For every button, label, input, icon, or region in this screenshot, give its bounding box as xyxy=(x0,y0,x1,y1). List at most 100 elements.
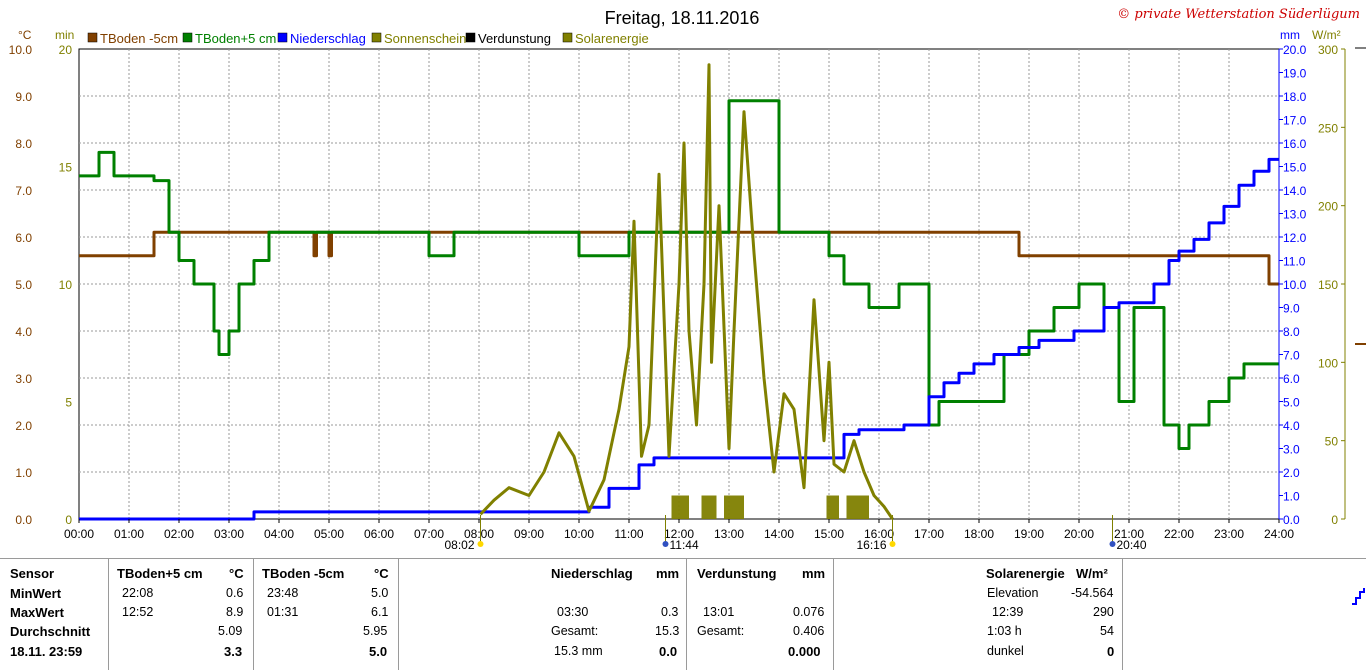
axis-unit-min: min xyxy=(55,28,74,42)
y-tick-label-degc: 0.0 xyxy=(15,513,32,527)
x-tick-label: 10:00 xyxy=(564,527,594,541)
stats-row-current: 18.11. 23:59 xyxy=(10,644,83,659)
x-tick-label: 02:00 xyxy=(164,527,194,541)
y-tick-label-degc: 9.0 xyxy=(15,90,32,104)
legend-label: Verdunstung xyxy=(478,31,551,46)
stats-solar-unit: W/m² xyxy=(1076,566,1108,581)
stats-tb5-avg: 5.09 xyxy=(218,624,243,638)
y-tick-label-mm: 5.0 xyxy=(1283,396,1300,410)
y-tick-label-degc: 7.0 xyxy=(15,184,32,198)
stats-evap-current: 0.000 xyxy=(788,644,821,659)
legend-label: TBoden -5cm xyxy=(100,31,178,46)
stats-tb5-unit: °C xyxy=(229,566,244,581)
x-tick-label: 01:00 xyxy=(114,527,144,541)
stats-solar-elev-label: Elevation xyxy=(987,586,1039,600)
x-tick-label: 23:00 xyxy=(1214,527,1244,541)
x-tick-label: 17:00 xyxy=(914,527,944,541)
stats-tbm5-min-time: 23:48 xyxy=(267,586,299,600)
weather-chart: 00:00 01:00 02:00 03:00 04:00 05:00 06:00 07:00… xyxy=(9,7,1366,552)
y-tick-label-mm: 7.0 xyxy=(1283,349,1300,363)
stats-rain-current: 0.0 xyxy=(659,644,678,659)
sun-marker-label: 16:16 xyxy=(856,538,886,552)
stats-solar-duration: 1:03 h xyxy=(987,624,1022,638)
y-tick-label-wm2: 300 xyxy=(1318,43,1338,57)
stats-evap-total-val: 0.406 xyxy=(793,624,825,638)
y-tick-label-mm: 2.0 xyxy=(1283,466,1300,480)
x-tick-label: 19:00 xyxy=(1014,527,1044,541)
stats-tbm5-max-val: 6.1 xyxy=(371,605,389,619)
stats-tbm5-current: 5.0 xyxy=(369,644,388,659)
y-tick-label-mm: 6.0 xyxy=(1283,372,1300,386)
stats-tb5-max-val: 8.9 xyxy=(226,605,244,619)
y-tick-label-wm2: 50 xyxy=(1325,435,1339,449)
x-tick-label: 03:00 xyxy=(214,527,244,541)
chart-title: Freitag, 18.11.2016 xyxy=(605,8,760,28)
x-tick-label: 22:00 xyxy=(1164,527,1194,541)
axis-unit-wm2: W/m² xyxy=(1312,28,1341,42)
stats-rain-unit: mm xyxy=(656,566,680,581)
sun-marker-label: 11:44 xyxy=(670,538,699,552)
table-divider xyxy=(253,558,254,670)
x-tick-label: 21:00 xyxy=(1114,527,1144,541)
y-tick-label-mm: 4.0 xyxy=(1283,419,1300,433)
stats-row-min: MinWert xyxy=(10,586,62,601)
series-line-tboden-5-cm xyxy=(79,99,1279,450)
y-tick-label-mm: 9.0 xyxy=(1283,302,1300,316)
y-tick-label-wm2: 200 xyxy=(1318,200,1338,214)
y-tick-label-mm: 18.0 xyxy=(1283,90,1307,104)
edge-mark-blue xyxy=(1352,588,1365,605)
stats-tbm5-min-val: 5.0 xyxy=(371,586,389,600)
y-tick-label-min: 0 xyxy=(65,513,72,527)
series-line-tboden-5cm xyxy=(79,230,1279,286)
y-axis-left: 0.0 1.0 2.0 3.0 4.0 5.0 6.0 7.0 8.0 9.0 10.0 0 5 10 15… xyxy=(9,43,73,527)
stats-evap-max-time: 13:01 xyxy=(703,605,735,619)
sun-marker-dot xyxy=(889,541,896,547)
stats-evap-unit: mm xyxy=(802,566,826,581)
statistics-table xyxy=(0,558,1366,670)
table-border-top xyxy=(0,558,1366,559)
y-tick-label-mm: 15.0 xyxy=(1283,161,1307,175)
y-tick-label-degc: 1.0 xyxy=(15,466,32,480)
stats-evap-head: Verdunstung xyxy=(697,566,777,581)
stats-solar-max-time: 12:39 xyxy=(992,605,1024,619)
x-tick-label: 20:00 xyxy=(1064,527,1094,541)
axis-unit-degc: °C xyxy=(18,28,32,42)
stats-solar-head: Solarenergie xyxy=(986,566,1065,581)
x-tick-label: 07:00 xyxy=(414,527,444,541)
y-tick-label-degc: 6.0 xyxy=(15,231,32,245)
x-tick-label: 24:00 xyxy=(1264,527,1294,541)
stats-tb5-min-time: 22:08 xyxy=(122,586,154,600)
y-tick-label-mm: 0.0 xyxy=(1283,513,1300,527)
stats-solar-current-label: dunkel xyxy=(987,644,1024,658)
stats-evap-max-val: 0.076 xyxy=(793,605,825,619)
stats-rain-max-time: 03:30 xyxy=(557,605,589,619)
stats-rain-current-label: 15.3 mm xyxy=(554,644,603,658)
y-tick-label-mm: 13.0 xyxy=(1283,208,1307,222)
legend-label: Niederschlag xyxy=(290,31,366,46)
stats-solar-max-val: 290 xyxy=(1093,605,1114,619)
grid xyxy=(79,49,1279,519)
x-tick-label: 08:00 xyxy=(464,527,494,541)
stats-evap-total-label: Gesamt: xyxy=(697,624,745,638)
stats-tb5-current: 3.3 xyxy=(224,644,243,659)
axis-unit-mm: mm xyxy=(1280,28,1300,42)
legend-label: Sonnenschein xyxy=(384,31,466,46)
table-divider xyxy=(1122,558,1123,670)
legend-swatch xyxy=(465,32,476,43)
x-tick-label: 15:00 xyxy=(814,527,844,541)
y-tick-label-mm: 20.0 xyxy=(1283,43,1307,57)
series-line-solarenergie xyxy=(479,63,894,520)
series-group xyxy=(79,63,1279,521)
stats-rain-max-val: 0.3 xyxy=(661,605,679,619)
x-tick-label: 16:00 xyxy=(864,527,894,541)
stats-solar-duration-val: 54 xyxy=(1100,624,1114,638)
stats-rain-head: Niederschlag xyxy=(551,566,633,581)
table-divider xyxy=(398,558,399,670)
stats-tb5-max-time: 12:52 xyxy=(122,605,154,619)
stats-row-max: MaxWert xyxy=(10,605,64,620)
table-divider xyxy=(108,558,109,670)
stats-solar-current: 0 xyxy=(1107,644,1115,659)
y-tick-label-min: 5 xyxy=(65,396,72,410)
y-tick-label-min: 15 xyxy=(59,161,73,175)
legend-swatch xyxy=(371,32,382,43)
